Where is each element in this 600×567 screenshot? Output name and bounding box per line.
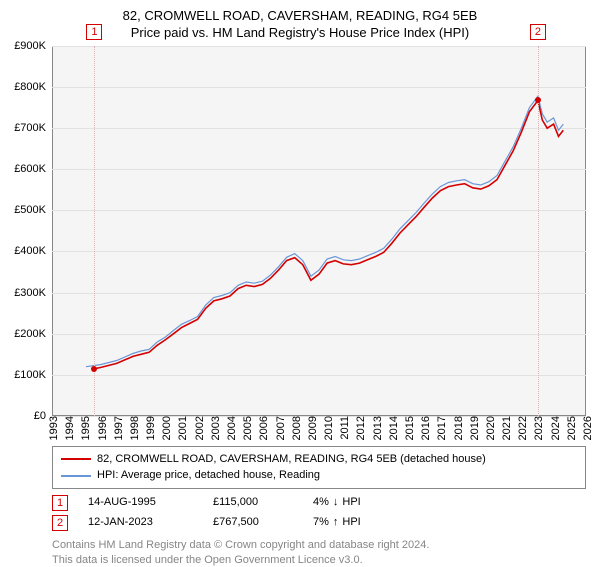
license-text: Contains HM Land Registry data © Crown c… bbox=[52, 538, 586, 567]
x-axis-label: 2000 bbox=[157, 416, 173, 440]
x-axis-label: 2020 bbox=[481, 416, 497, 440]
x-axis-label: 2011 bbox=[335, 416, 351, 440]
y-axis-label: £300K bbox=[14, 287, 52, 299]
x-axis-label: 2012 bbox=[351, 416, 367, 440]
datapoints-table: 1 14-AUG-1995 £115,000 4%↓HPI 2 12-JAN-2023 £7… bbox=[52, 493, 586, 533]
x-axis-label: 1998 bbox=[125, 416, 141, 440]
arrow-up-icon: ↑ bbox=[333, 513, 339, 533]
y-axis-label: £500K bbox=[14, 204, 52, 216]
y-axis-label: £700K bbox=[14, 122, 52, 134]
x-axis-label: 2017 bbox=[432, 416, 448, 440]
marker-badge: 2 bbox=[530, 24, 546, 40]
legend-swatch bbox=[61, 458, 91, 460]
y-axis-label: £200K bbox=[14, 328, 52, 340]
x-axis-label: 2024 bbox=[546, 416, 562, 440]
y-axis-label: £100K bbox=[14, 369, 52, 381]
datapoint-delta: 4%↓HPI bbox=[313, 493, 361, 513]
y-axis-label: £900K bbox=[14, 40, 52, 52]
marker-badge: 1 bbox=[86, 24, 102, 40]
x-axis-label: 2019 bbox=[465, 416, 481, 440]
legend-swatch bbox=[61, 475, 91, 477]
datapoint-badge: 1 bbox=[52, 495, 68, 511]
marker-dot bbox=[535, 97, 541, 103]
y-axis-label: £600K bbox=[14, 163, 52, 175]
x-axis-label: 2010 bbox=[319, 416, 335, 440]
legend: 82, CROMWELL ROAD, CAVERSHAM, READING, R… bbox=[52, 446, 586, 489]
x-axis-label: 2021 bbox=[497, 416, 513, 440]
datapoint-date: 12-JAN-2023 bbox=[88, 513, 193, 533]
legend-item: 82, CROMWELL ROAD, CAVERSHAM, READING, R… bbox=[61, 451, 577, 468]
x-axis-label: 2022 bbox=[513, 416, 529, 440]
x-axis-label: 1996 bbox=[93, 416, 109, 440]
x-axis-label: 2013 bbox=[368, 416, 384, 440]
x-axis-label: 2002 bbox=[190, 416, 206, 440]
marker-line bbox=[94, 46, 95, 416]
x-axis-label: 2007 bbox=[271, 416, 287, 440]
x-axis-label: 2014 bbox=[384, 416, 400, 440]
datapoint-row: 1 14-AUG-1995 £115,000 4%↓HPI bbox=[52, 493, 586, 513]
x-axis-label: 2016 bbox=[416, 416, 432, 440]
x-axis-label: 1993 bbox=[44, 416, 60, 440]
x-axis-label: 2004 bbox=[222, 416, 238, 440]
x-axis-label: 2018 bbox=[449, 416, 465, 440]
datapoint-date: 14-AUG-1995 bbox=[88, 493, 193, 513]
datapoint-price: £767,500 bbox=[213, 513, 293, 533]
datapoint-row: 2 12-JAN-2023 £767,500 7%↑HPI bbox=[52, 513, 586, 533]
y-axis-label: £800K bbox=[14, 81, 52, 93]
marker-dot bbox=[91, 366, 97, 372]
x-axis-label: 2006 bbox=[254, 416, 270, 440]
x-axis-label: 2001 bbox=[173, 416, 189, 440]
x-axis-label: 1997 bbox=[109, 416, 125, 440]
chart-title: 82, CROMWELL ROAD, CAVERSHAM, READING, R… bbox=[0, 0, 600, 25]
y-axis-label: £400K bbox=[14, 245, 52, 257]
legend-label: 82, CROMWELL ROAD, CAVERSHAM, READING, R… bbox=[97, 451, 486, 468]
x-axis-label: 2023 bbox=[529, 416, 545, 440]
x-axis-label: 2015 bbox=[400, 416, 416, 440]
x-axis-label: 2008 bbox=[287, 416, 303, 440]
license-line-1: Contains HM Land Registry data © Crown c… bbox=[52, 538, 586, 552]
datapoint-delta: 7%↑HPI bbox=[313, 513, 361, 533]
datapoint-badge: 2 bbox=[52, 515, 68, 531]
legend-item: HPI: Average price, detached house, Read… bbox=[61, 467, 577, 484]
x-axis-label: 1995 bbox=[76, 416, 92, 440]
x-axis-label: 1999 bbox=[141, 416, 157, 440]
x-axis-label: 2005 bbox=[238, 416, 254, 440]
series-line bbox=[94, 100, 563, 368]
arrow-down-icon: ↓ bbox=[333, 493, 339, 513]
chart-area: £0£100K£200K£300K£400K£500K£600K£700K£80… bbox=[52, 46, 586, 416]
legend-label: HPI: Average price, detached house, Read… bbox=[97, 467, 320, 484]
series-line bbox=[86, 96, 563, 367]
x-axis-label: 2003 bbox=[206, 416, 222, 440]
x-axis-label: 2026 bbox=[578, 416, 594, 440]
datapoint-price: £115,000 bbox=[213, 493, 293, 513]
x-axis-label: 1994 bbox=[60, 416, 76, 440]
x-axis-label: 2025 bbox=[562, 416, 578, 440]
line-series-layer bbox=[52, 46, 586, 416]
x-axis-label: 2009 bbox=[303, 416, 319, 440]
